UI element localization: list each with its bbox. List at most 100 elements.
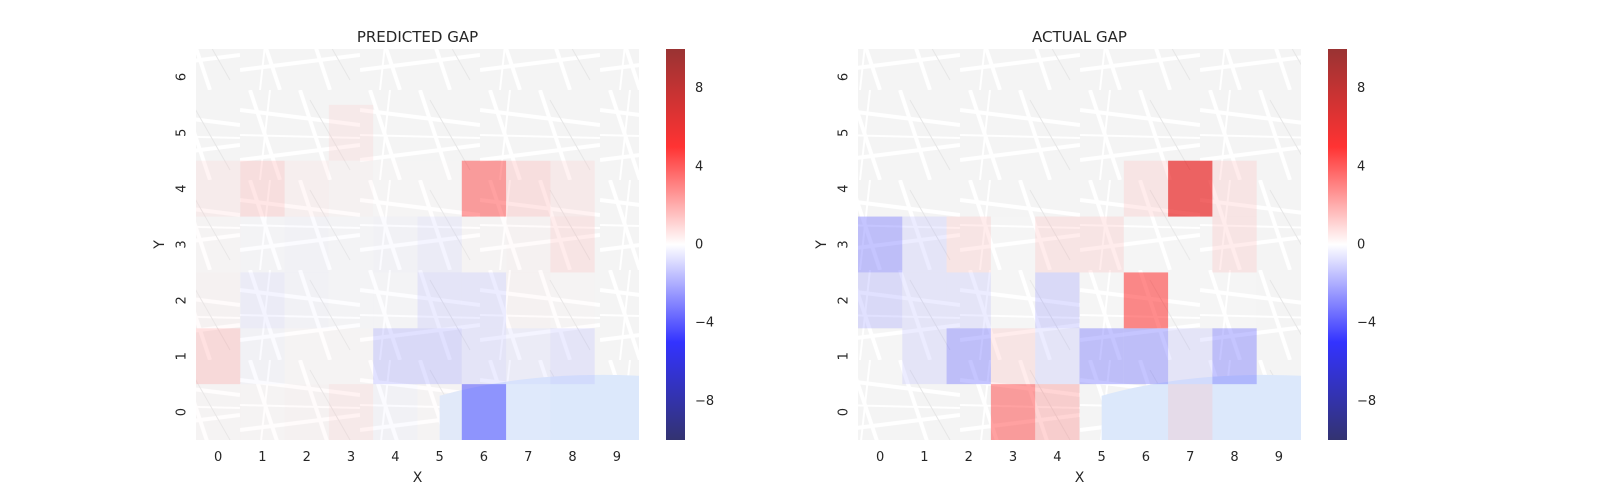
heatmap-cell [990,328,1036,385]
y-tick-label: 1 [837,352,852,360]
x-tick-label: 2 [965,450,973,465]
x-tick-label: 1 [258,450,266,465]
x-tick-label: 9 [1275,450,1283,465]
heatmap-cell [1168,328,1213,385]
heatmap-cell [1123,216,1169,273]
colorbar-tick-label: 0 [1357,238,1365,253]
heatmap-cell [990,216,1036,273]
heatmap-cell [328,328,374,385]
x-tick-label: 1 [920,450,928,465]
heatmap-cell [1123,160,1169,217]
x-tick-label: 9 [613,450,621,465]
heatmap-cell [902,216,947,273]
y-tick-label: 5 [175,129,190,137]
heatmap-cell [550,216,595,273]
x-axis-label: X [413,470,423,486]
heatmap-cell [461,384,507,440]
heatmap-cell [196,216,241,273]
heatmap-cell [373,328,418,385]
colorbar-tick-label: 8 [1357,81,1365,96]
x-tick-label: 0 [214,450,222,465]
colorbar: 8 4 0 −4 −8 [666,49,714,440]
heatmap-cell [284,160,329,217]
heatmap-cell [902,272,947,329]
colorbar-gradient [666,49,685,440]
colorbar-tick-label: 4 [695,159,703,174]
y-tick-label: 0 [837,408,852,416]
heatmap-cell [373,272,418,329]
colorbar-tick-label: −4 [1357,316,1376,331]
heatmap-cell [1079,272,1124,329]
heatmap-cell [240,328,285,385]
map-background [858,49,1301,440]
heatmap-cell [1168,160,1213,217]
heatmap-cell [990,384,1036,440]
heatmap-cell [328,272,374,329]
heatmap-cell [373,216,418,273]
heatmap-cell [506,272,551,329]
x-tick-label: 6 [1142,450,1150,465]
chart-title: ACTUAL GAP [1032,28,1127,46]
x-tick-label: 3 [347,450,355,465]
heatmap-cell [461,328,507,385]
map-background [196,49,639,440]
panel-actual: ACTUAL GAP 0 1 2 3 4 5 6 7 8 9 0 1 2 3 4 5 6 X Y 8 4 0 −4 −8 [814,28,1376,486]
heatmap-cell [196,328,241,385]
heatmap-cell [990,272,1036,329]
heatmap-cell [902,328,947,385]
colorbar-tick-label: −8 [1357,394,1376,409]
y-tick-label: 4 [837,185,852,193]
x-tick-label: 5 [436,450,444,465]
y-axis-label: Y [814,240,830,250]
heatmap-cell [240,272,285,329]
heatmap-cell [417,272,462,329]
heatmap-cell [858,328,903,385]
heatmap-cell [858,272,903,329]
x-tick-label: 8 [1230,450,1238,465]
x-tick-label: 6 [480,450,488,465]
heatmap-cell [1212,272,1257,329]
heatmap-cell [1212,160,1257,217]
heatmap-cell [946,216,991,273]
heatmap-cell [1212,328,1257,385]
heatmap-cell [461,272,507,329]
heatmap-cell [506,216,551,273]
heatmap-cell [1035,216,1080,273]
heatmap-cell [1168,384,1213,440]
heatmap-cell [284,328,329,385]
x-tick-label: 0 [876,450,884,465]
heatmap-cell [284,272,329,329]
colorbar-gradient [1328,49,1347,440]
y-tick-label: 2 [175,296,190,304]
heatmap-cell [461,160,507,217]
y-tick-label: 6 [837,73,852,81]
y-tick-label: 0 [175,408,190,416]
heatmap-cell [550,328,595,385]
heatmap-cell [328,160,374,217]
x-tick-label: 8 [568,450,576,465]
heatmap-cell [946,272,991,329]
heatmap-cell [196,384,241,440]
x-tick-label: 3 [1009,450,1017,465]
heatmap-cell [328,104,374,161]
heatmap-cell [196,272,241,329]
heatmap-cell [1035,328,1080,385]
heatmap-cell [506,328,551,385]
chart-title: PREDICTED GAP [357,28,478,46]
heatmap-cell [196,160,241,217]
heatmap-cell [373,384,418,440]
heatmap-cell [1079,216,1124,273]
heatmap-cell [328,384,374,440]
x-tick-label: 7 [1186,450,1194,465]
x-tick-label: 5 [1098,450,1106,465]
y-tick-label: 1 [175,352,190,360]
x-tick-label: 4 [391,450,399,465]
heatmap-cell [240,384,285,440]
y-tick-label: 5 [837,129,852,137]
heatmap-cell [1035,384,1080,440]
colorbar: 8 4 0 −4 −8 [1328,49,1376,440]
river-shape [439,374,639,440]
heatmap-cell [328,216,374,273]
heatmap-cell [461,216,507,273]
